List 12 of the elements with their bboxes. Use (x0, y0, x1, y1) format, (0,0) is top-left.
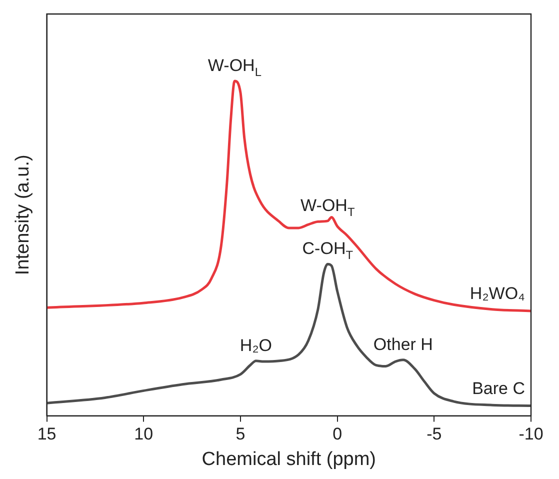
series-label: H₂WO₄ (470, 284, 526, 303)
x-tick-label: 5 (236, 424, 246, 444)
x-axis-title: Chemical shift (ppm) (202, 448, 376, 470)
x-tick-label: 10 (134, 424, 154, 444)
annotation: Other H (373, 334, 433, 354)
x-tick-label: -5 (426, 424, 442, 444)
x-tick-label: 15 (37, 424, 56, 444)
y-axis-title: Intensity (a.u.) (12, 154, 34, 276)
series-label: Bare C (472, 378, 526, 398)
annotation: H₂O (240, 336, 272, 355)
x-tick-label: -10 (518, 424, 544, 444)
x-tick-label: 0 (332, 424, 342, 444)
